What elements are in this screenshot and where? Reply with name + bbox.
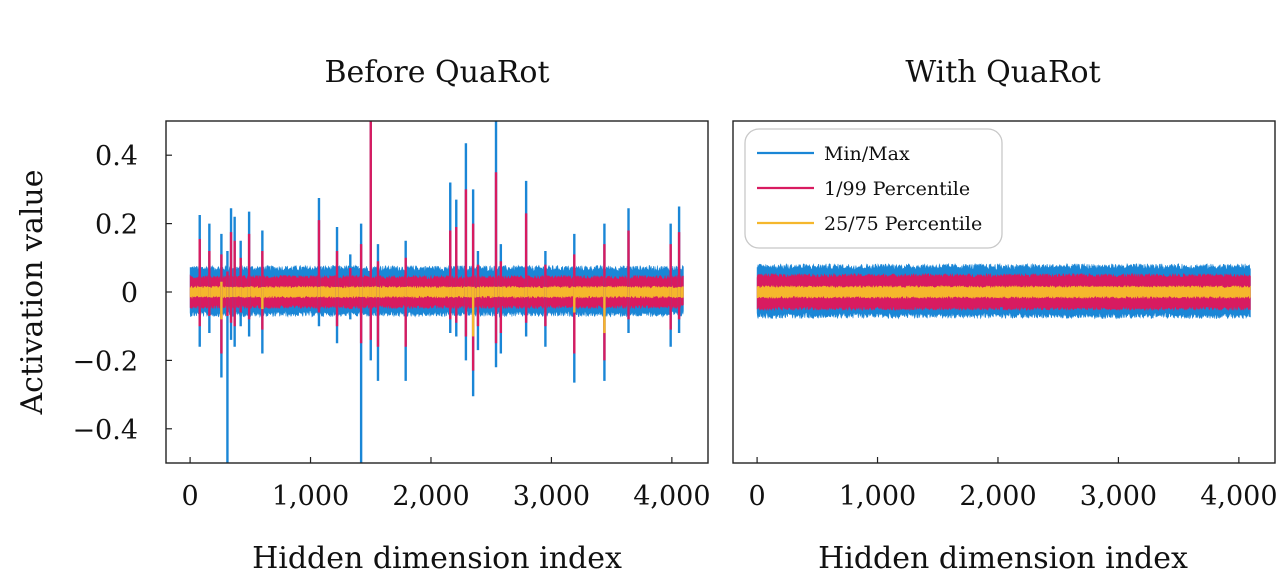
right-panel-title: With QuaRot (905, 55, 1100, 90)
series-p25-75-band (189, 285, 684, 299)
x-tick-label: 0 (181, 481, 198, 512)
x-tick-label: 3,000 (513, 481, 590, 512)
right-plot-area (756, 262, 1251, 320)
legend-label-p1-99: 1/99 Percentile (824, 178, 970, 200)
x-tick-label: 2,000 (392, 481, 469, 512)
y-tick-label: −0.4 (72, 415, 138, 446)
y-axis-label: Activation value (15, 169, 50, 415)
x-tick-label: 4,000 (633, 481, 710, 512)
right-plot-frame (732, 120, 1276, 464)
x-tick-label: 0 (748, 481, 765, 512)
x-tick-label: 2,000 (959, 481, 1036, 512)
right-axis-ticks: 0 1,000 2,000 3,000 4,000 (748, 457, 1278, 512)
series-p25-75-band (756, 284, 1251, 300)
right-x-axis-label: Hidden dimension index (818, 541, 1188, 576)
legend-label-minmax: Min/Max (824, 143, 910, 165)
legend: Min/Max 1/99 Percentile 25/75 Percentile (744, 128, 1003, 249)
y-tick-label: 0 (121, 278, 138, 309)
x-tick-label: 1,000 (272, 481, 349, 512)
left-panel-title: Before QuaRot (324, 55, 549, 90)
x-tick-label: 3,000 (1080, 481, 1157, 512)
y-tick-label: −0.2 (72, 346, 138, 377)
legend-box (744, 128, 1003, 249)
y-tick-label: 0.2 (95, 210, 138, 241)
y-tick-label: 0.4 (95, 141, 138, 172)
x-tick-label: 1,000 (839, 481, 916, 512)
legend-label-p25-75: 25/75 Percentile (824, 213, 982, 235)
left-plot-area (189, 121, 684, 463)
x-tick-label: 4,000 (1200, 481, 1277, 512)
left-x-axis-label: Hidden dimension index (252, 541, 622, 576)
left-axis-ticks: 0 1,000 2,000 3,000 4,000 −0.4 −0.2 0 0.2 0.4 (72, 141, 710, 512)
